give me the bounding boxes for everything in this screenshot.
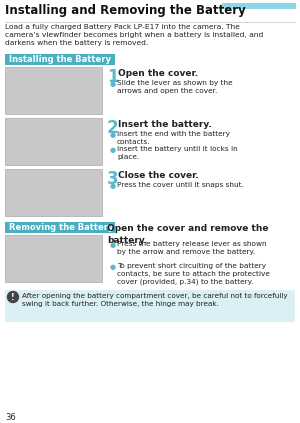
Bar <box>5 235 102 282</box>
Bar <box>5 222 115 233</box>
Text: Removing the Battery: Removing the Battery <box>9 223 113 233</box>
Text: Installing and Removing the Battery: Installing and Removing the Battery <box>5 4 246 17</box>
Bar <box>5 290 295 322</box>
Text: !: ! <box>11 293 15 302</box>
Text: Insert the battery until it locks in
place.: Insert the battery until it locks in pla… <box>117 146 238 160</box>
Text: 36: 36 <box>5 413 16 422</box>
Text: Load a fully charged Battery Pack LP-E17 into the camera. The
camera’s viewfinde: Load a fully charged Battery Pack LP-E17… <box>5 24 263 46</box>
Text: 3: 3 <box>107 170 118 188</box>
Text: Close the cover.: Close the cover. <box>118 171 199 180</box>
Bar <box>5 67 102 114</box>
Text: To prevent short circuiting of the battery
contacts, be sure to attach the prote: To prevent short circuiting of the batte… <box>117 263 270 285</box>
Text: 1: 1 <box>107 68 118 86</box>
Text: Insert the battery.: Insert the battery. <box>118 120 212 129</box>
Text: ●: ● <box>110 81 116 87</box>
Text: Press the battery release lever as shown
by the arrow and remove the battery.: Press the battery release lever as shown… <box>117 241 267 255</box>
Bar <box>5 169 102 216</box>
Circle shape <box>8 291 19 302</box>
Text: ●: ● <box>110 147 116 153</box>
Text: Installing the Battery: Installing the Battery <box>9 55 111 64</box>
Text: Slide the lever as shown by the
arrows and open the cover.: Slide the lever as shown by the arrows a… <box>117 80 232 94</box>
Text: 2: 2 <box>107 119 118 137</box>
Text: ●: ● <box>110 264 116 270</box>
Text: ●: ● <box>110 183 116 189</box>
Text: ●: ● <box>110 132 116 138</box>
Text: Open the cover and remove the
battery.: Open the cover and remove the battery. <box>107 224 268 244</box>
Text: Insert the end with the battery
contacts.: Insert the end with the battery contacts… <box>117 131 230 145</box>
Text: After opening the battery compartment cover, be careful not to forcefully
swing : After opening the battery compartment co… <box>22 293 288 307</box>
Bar <box>222 3 296 9</box>
Bar <box>5 118 102 165</box>
Text: Open the cover.: Open the cover. <box>118 69 198 78</box>
Text: ●: ● <box>110 242 116 248</box>
Text: Press the cover until it snaps shut.: Press the cover until it snaps shut. <box>117 182 244 188</box>
Bar <box>5 54 115 65</box>
